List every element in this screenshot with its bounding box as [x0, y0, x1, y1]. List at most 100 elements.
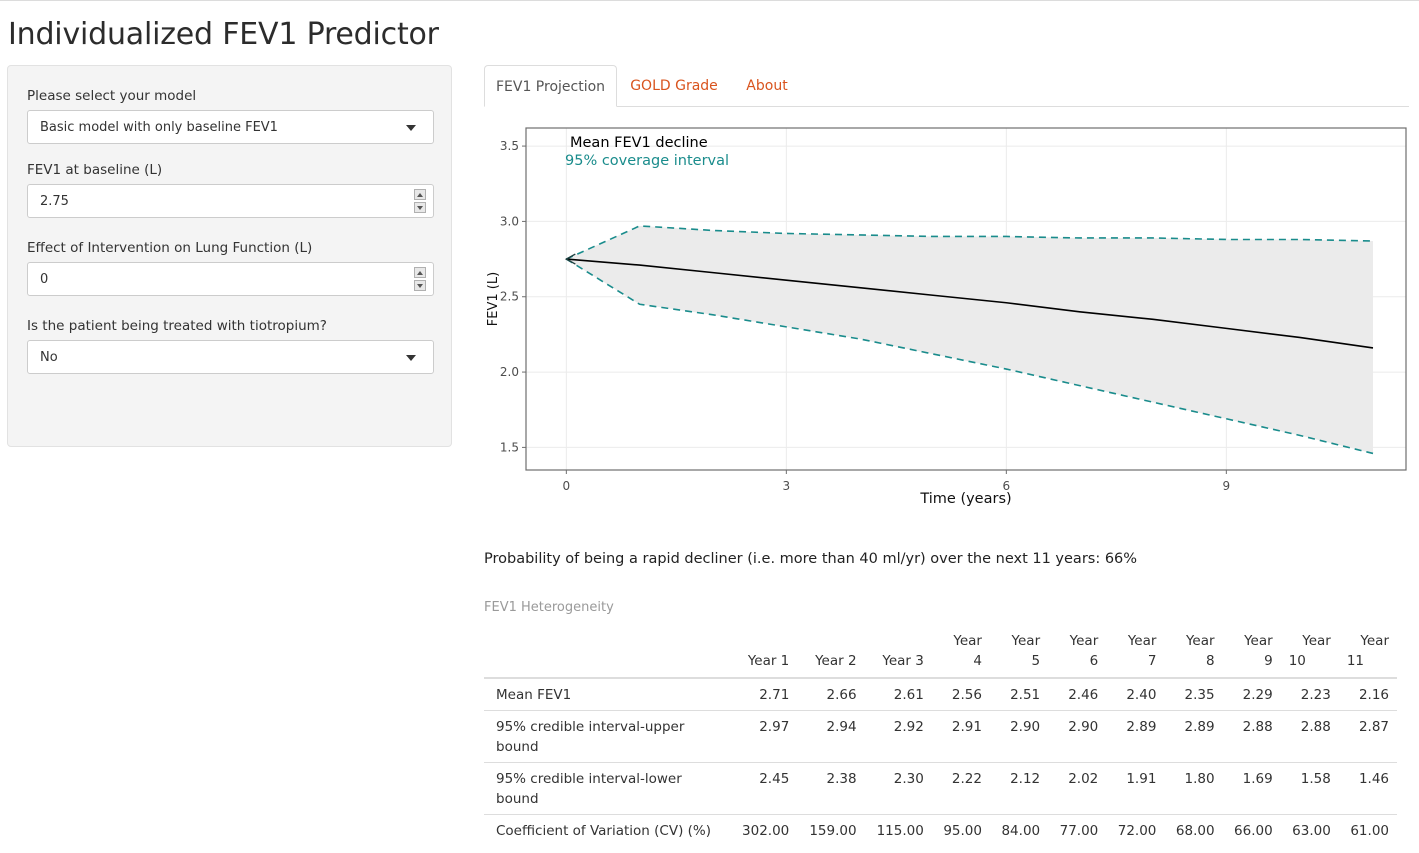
- fev1-baseline-value: 2.75: [40, 194, 69, 209]
- table-cell: 66.00: [1222, 814, 1281, 846]
- table-cell: 2.91: [931, 710, 990, 763]
- table-cell: 2.89: [1106, 710, 1165, 763]
- spin-down-icon[interactable]: [414, 202, 426, 213]
- plot-border: [525, 127, 1407, 471]
- table-header-text: 7: [1147, 653, 1157, 669]
- legend-interval-label: 95% coverage interval: [565, 153, 729, 169]
- table-header-text: Year: [1360, 633, 1389, 649]
- spin-up-icon[interactable]: [414, 189, 426, 200]
- table-cell: 2.94: [797, 710, 865, 763]
- table-cell: 68.00: [1164, 814, 1223, 846]
- table-cell: 2.89: [1164, 710, 1223, 763]
- start-arrow-icon: [564, 253, 576, 265]
- intervention-label: Effect of Intervention on Lung Function …: [27, 240, 313, 256]
- tiotropium-select[interactable]: No: [27, 340, 434, 374]
- legend-mean-label: Mean FEV1 decline: [570, 135, 708, 151]
- coverage-ribbon: [566, 225, 1373, 454]
- heterogeneity-table: Year 1 Year 2 Year 3 Year 4 Year 5 Year 6 Year 7 Ye…: [484, 629, 1397, 846]
- table-header-text: Year: [1185, 633, 1215, 649]
- table-cell: 1.58: [1280, 762, 1339, 815]
- tab-about[interactable]: About: [746, 78, 788, 94]
- table-cell: 302.00: [730, 814, 798, 846]
- table-cell: 2.61: [893, 687, 924, 703]
- table-header-text: Year: [1302, 633, 1331, 649]
- table-caption: FEV1 Heterogeneity: [484, 600, 614, 615]
- fev1-baseline-label: FEV1 at baseline (L): [27, 162, 163, 178]
- table-row: Mean FEV1 2.71 2.66 2.61 2.56 2.51 2.46 2.40 2.3…: [484, 678, 1397, 711]
- table-cell: 2.46: [1068, 687, 1099, 703]
- model-select-value: Basic model with only baseline FEV1: [40, 120, 278, 135]
- table-cell: 2.87: [1338, 710, 1397, 763]
- y-tick-label: 3.0: [500, 214, 519, 228]
- fev1-baseline-input[interactable]: 2.75: [27, 184, 434, 218]
- table-cell: 2.40: [1126, 687, 1157, 703]
- table-header-year-11: Year 11: [1338, 629, 1397, 679]
- x-axis-title: Time (years): [919, 491, 1011, 507]
- table-header-year-2: Year 2: [797, 629, 865, 679]
- x-tick-label: 6: [1003, 479, 1011, 493]
- table-cell: 2.88: [1222, 710, 1281, 763]
- table-header-text: Year: [1244, 633, 1273, 649]
- table-cell: 2.90: [1048, 710, 1107, 763]
- rapid-decliner-probability: Probability of being a rapid decliner (i…: [484, 551, 1138, 567]
- y-tick-label: 3.5: [500, 139, 519, 153]
- tab-gold-grade[interactable]: GOLD Grade: [630, 78, 718, 94]
- table-row-label: 95% credible interval-upper bound: [484, 710, 730, 763]
- table-header-text: Year: [1069, 633, 1099, 649]
- table-cell: 2.66: [826, 687, 857, 703]
- top-border: [0, 0, 1419, 1]
- spin-down-icon[interactable]: [414, 280, 426, 291]
- table-header-text: Year: [1011, 633, 1041, 649]
- x-tick-label: 3: [783, 479, 791, 493]
- tab-fev1-projection[interactable]: FEV1 Projection: [484, 65, 617, 107]
- y-tick-label: 2.0: [500, 365, 519, 379]
- tiotropium-select-value: No: [40, 350, 58, 365]
- mean-line: [566, 258, 1374, 349]
- table-header-text: Year 2: [815, 653, 857, 669]
- table-cell: 1.91: [1106, 762, 1165, 815]
- table-cell: 84.00: [989, 814, 1049, 846]
- chevron-down-icon: [406, 355, 416, 361]
- y-tick-label: 1.5: [500, 440, 519, 454]
- table-cell: 1.46: [1338, 762, 1397, 815]
- table-cell: 2.23: [1300, 687, 1331, 703]
- table-cell: 2.92: [864, 710, 932, 763]
- x-tick-label: 0: [563, 479, 571, 493]
- table-cell: 1.69: [1222, 762, 1281, 815]
- table-cell: 2.16: [1358, 687, 1389, 703]
- table-header-row: Year 1 Year 2 Year 3 Year 4 Year 5 Year 6 Year 7 Ye…: [484, 629, 1397, 679]
- table-cell: 61.00: [1338, 814, 1397, 846]
- table-header-text: 4: [973, 653, 982, 669]
- x-tick-label: 9: [1223, 479, 1231, 493]
- table-row-label: Coefficient of Variation (CV) (%): [484, 814, 730, 846]
- upper-bound-line: [566, 225, 1374, 260]
- table-cell: 2.12: [989, 762, 1049, 815]
- model-select-label: Please select your model: [27, 88, 197, 104]
- table-header-text: Year: [953, 633, 982, 649]
- sidebar-panel: Please select your model Basic model wit…: [7, 65, 452, 447]
- table-header-blank: [484, 629, 730, 679]
- table-header-text: 5: [1031, 653, 1041, 669]
- table-cell: 2.45: [730, 762, 798, 815]
- table-row-label: Mean FEV1: [496, 687, 572, 703]
- table-cell: 159.00: [797, 814, 865, 846]
- intervention-input[interactable]: 0: [27, 262, 434, 296]
- table-header-year-1: Year 1: [730, 629, 798, 679]
- table-header-text: 10: [1288, 653, 1306, 669]
- chevron-down-icon: [406, 125, 416, 131]
- table-header-year-7: Year 7: [1106, 629, 1165, 679]
- intervention-spinner[interactable]: [414, 267, 428, 293]
- table-cell: 1.80: [1164, 762, 1223, 815]
- model-select[interactable]: Basic model with only baseline FEV1: [27, 110, 434, 144]
- table-cell: 2.22: [931, 762, 990, 815]
- table-header-year-8: Year 8: [1164, 629, 1223, 679]
- spin-up-icon[interactable]: [414, 267, 426, 278]
- table-header-text: 8: [1205, 653, 1215, 669]
- table-header-text: 9: [1264, 653, 1273, 669]
- fev1-spinner[interactable]: [414, 189, 428, 215]
- table-cell: 2.90: [989, 710, 1049, 763]
- table-header-text: Year: [1127, 633, 1157, 649]
- table-header-year-10: Year 10: [1280, 629, 1339, 679]
- table-header-year-6: Year 6: [1048, 629, 1107, 679]
- table-row: Coefficient of Variation (CV) (%) 302.00 1…: [484, 814, 1397, 846]
